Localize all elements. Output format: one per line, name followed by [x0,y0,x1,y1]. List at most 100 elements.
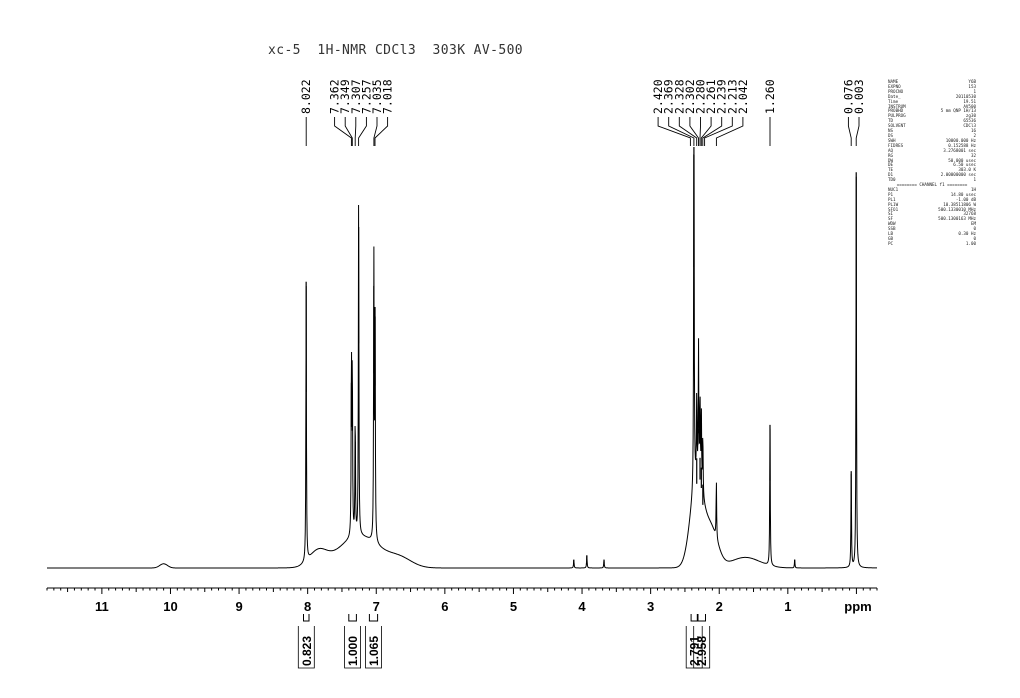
x-tick-label: 5 [510,599,517,614]
param-row: SSB 0 [888,226,976,232]
svg-text:2.791: 2.791 [688,636,702,666]
param-value: -1.00 dB [955,196,976,202]
param-key: PROBHD [888,108,904,114]
peak-label: 7.307 [349,79,363,146]
param-value: 303.0 K [958,167,976,173]
x-tick-label: 2 [716,599,723,614]
peak-label: 7.257 [358,79,373,146]
param-row: SFO1 500.1330010 MHz [888,206,976,213]
integral: 1.000 [344,614,361,669]
param-value: CDCl3 [963,123,976,129]
param-row: NAME Y6B [888,79,976,85]
param-value: 0.152588 Hz [948,142,976,148]
integral: 1.065 [365,614,382,669]
param-key: NAME [888,79,899,84]
svg-text:2.958: 2.958 [695,636,709,666]
peak-label: 8.022 [299,79,313,146]
peak-label: 2.261 [700,79,718,146]
param-row: SOLVENT CDCl3 [888,123,976,129]
param-value: 3.2768001 sec [943,147,976,153]
x-tick-label: 4 [578,599,586,614]
param-row: SF 500.1300163 MHz [888,216,976,222]
chart-title: xc-5 1H-NMR CDCl3 303K AV-500 [268,43,524,58]
param-row: SWH 10000.000 Hz [888,137,976,144]
param-value: 16 [970,128,976,134]
param-row: NUC1 1H [888,186,976,193]
param-value: 2.00000000 sec [940,172,976,178]
svg-text:2.213: 2.213 [725,79,739,114]
param-value: 1 [973,88,976,94]
param-row: AQ 3.2768001 sec [888,147,976,154]
x-axis: 11 10 9 8 7 6 5 4 3 2 1 ppm [46,587,878,614]
param-value: 0.30 Hz [958,231,976,237]
svg-text:0.003: 0.003 [852,79,866,114]
param-key: D1 [888,172,894,178]
x-tick-label: 8 [304,599,311,614]
param-value: 10000.000 Hz [945,137,976,143]
param-key: Date_ [888,93,901,99]
x-tick-label: 6 [441,599,448,614]
spectrum-area [47,147,877,569]
param-key: SF [888,216,894,222]
param-row: DW 50.000 usec [888,157,976,164]
param-key: FIDRES [888,142,904,148]
param-key: DE [888,162,894,168]
svg-text:2.420: 2.420 [651,79,665,114]
param-row: PL1W 10.38511806 W [888,201,976,208]
param-key: PULPROG [888,113,906,119]
x-axis-label: ppm [844,599,871,614]
param-value: zg30 [965,113,976,119]
param-key: PL1W [888,201,899,207]
param-value: 2 [973,132,976,138]
param-value: 500.1300163 MHz [938,216,976,222]
param-key: SOLVENT [888,123,906,129]
param-key: NS [888,128,894,134]
param-key: RG [888,152,894,158]
param-row: DS 2 [888,132,976,139]
x-tick-label: 7 [373,599,380,614]
svg-text:2.328: 2.328 [672,79,686,114]
peak-label: 7.035 [370,79,384,146]
peak-label: 2.328 [672,79,698,146]
svg-text:2.369: 2.369 [662,79,676,114]
param-key: DW [888,157,894,163]
param-row: GB 0 [888,236,976,242]
peak-label: 7.349 [338,79,353,146]
acquisition-parameters: NAME Y6B EXPNO 153 PROCNO 1 Date_ 20110530 Time 1… [888,79,976,247]
param-value: 19.51 [963,98,976,104]
param-key: DS [888,132,894,138]
param-value: 500.1330010 MHz [938,206,976,212]
param-row: LB 0.30 Hz [888,231,976,237]
param-value: AV500 [963,103,976,109]
param-key: PL1 [888,196,896,202]
peak-label: 2.042 [715,79,750,146]
peak-label: 2.280 [694,79,708,146]
peak-label: 0.003 [852,79,866,146]
param-value: 0 [973,226,976,232]
param-row: Date_ 20110530 [888,93,976,100]
param-row: PROCNO 1 [888,88,976,95]
param-row: FIDRES 0.152588 Hz [888,142,976,149]
param-value: 65536 [963,118,976,124]
param-row: PULPROG zg30 [888,113,976,119]
param-key: PROCNO [888,88,904,94]
svg-text:1.000: 1.000 [346,636,360,666]
param-value: 1 [973,177,976,183]
param-row: D1 2.00000000 sec [888,172,976,178]
param-row: Time 19.51 [888,98,976,105]
param-key: SI [888,211,894,217]
param-value: 10.38511806 W [943,201,976,207]
peak-label: 0.076 [841,79,855,146]
param-key: WDW [888,221,896,227]
svg-text:0.823: 0.823 [300,636,314,666]
param-value: 50.000 usec [948,157,976,163]
x-tick-label: 10 [163,599,177,614]
param-row: DE 6.50 usec [888,163,976,168]
param-row: TE 303.0 K [888,167,976,173]
param-key: TD [888,118,894,124]
param-key: TE [888,167,894,173]
param-value: 1H [970,186,976,192]
